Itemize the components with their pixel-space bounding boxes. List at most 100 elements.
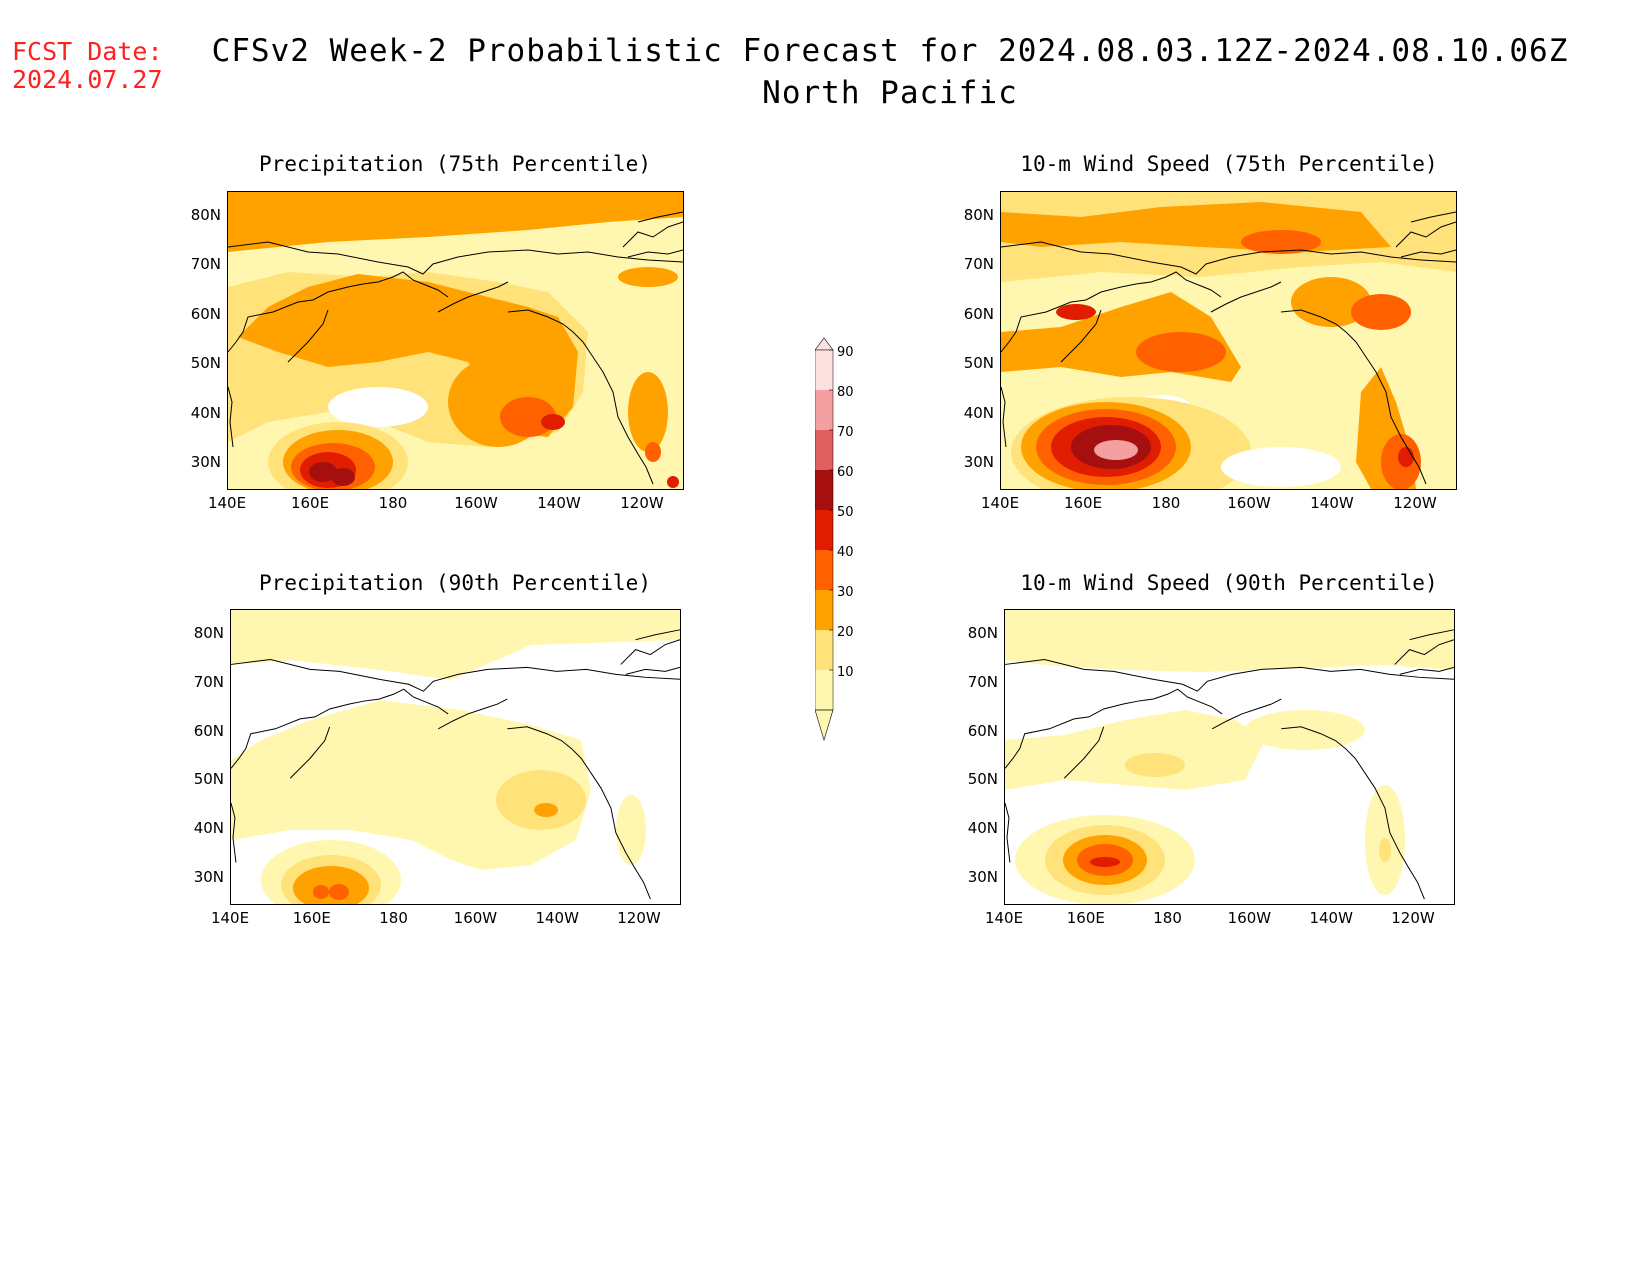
lat-tick-label: 70N — [193, 672, 224, 691]
contour-shape — [1125, 753, 1185, 777]
coastline — [231, 802, 237, 863]
colorbar-label: 20 — [837, 625, 854, 640]
contour-shape — [534, 803, 558, 817]
figure-subtitle: North Pacific — [762, 75, 1018, 111]
lon-tick-label: 120W — [1393, 494, 1437, 512]
contour-shape — [1379, 838, 1391, 862]
coastline — [1210, 281, 1282, 313]
contour-shape — [1221, 447, 1341, 487]
contour-shape — [1398, 447, 1414, 467]
lat-tick-label: 70N — [963, 255, 994, 274]
lat-tick-label: 30N — [193, 868, 224, 886]
coastline — [289, 726, 331, 779]
colorbar-label: 10 — [837, 665, 854, 680]
coastline — [622, 221, 683, 248]
lat-tick-label: 70N — [190, 255, 221, 274]
coastline — [1060, 309, 1102, 363]
figure-title-block: CFSv2 Week-2 Probabilistic Forecast for … — [190, 30, 1590, 114]
colorbar-swatch — [815, 350, 833, 390]
coastline — [1395, 221, 1456, 248]
contour-shape — [1094, 440, 1138, 460]
lat-tick-label: 50N — [190, 354, 221, 373]
lat-tick-label: 60N — [963, 304, 994, 323]
contour-shape — [628, 372, 668, 452]
lon-tick-label: 140E — [984, 909, 1024, 927]
coastline — [1005, 802, 1011, 863]
lat-tick-label: 30N — [967, 868, 998, 886]
lat-tick-label: 40N — [190, 403, 221, 422]
fcst-date-value: 2024.07.27 — [12, 65, 163, 94]
contour-shape — [667, 476, 679, 488]
coastline — [1001, 241, 1456, 275]
coastline — [1281, 726, 1425, 900]
coastline — [228, 386, 234, 448]
lon-tick-label: 160W — [454, 494, 498, 512]
lon-tick-label: 120W — [1391, 909, 1435, 927]
colorbar-swatch — [815, 430, 833, 470]
coastline — [1280, 309, 1427, 485]
coastline — [437, 281, 509, 313]
coastline — [1005, 658, 1454, 692]
contour-shape — [616, 795, 646, 865]
colorbar-cap-bottom — [814, 709, 834, 742]
lon-tick-label: 120W — [617, 909, 661, 927]
coastline — [1001, 386, 1007, 448]
coastline-group — [231, 629, 680, 900]
contour-shape — [1056, 304, 1096, 320]
lat-tick-label: 60N — [190, 304, 221, 323]
contour-shape — [618, 267, 678, 287]
contour-shape — [231, 700, 591, 870]
coastline — [1410, 211, 1456, 223]
map-wind-75 — [1000, 191, 1457, 490]
coastline — [1409, 629, 1454, 641]
coastline — [1399, 666, 1454, 675]
colorbar-outline — [814, 349, 834, 711]
contour-shape — [1245, 710, 1365, 750]
coastline-group — [1001, 211, 1456, 485]
colorbar-swatch — [815, 510, 833, 550]
lon-tick-label: 160W — [1227, 494, 1271, 512]
panel-title-precip-90: Precipitation (90th Percentile) — [259, 571, 651, 595]
contour-shape — [1005, 610, 1454, 672]
contour-shape — [328, 387, 428, 427]
contour-shape — [331, 468, 355, 486]
map-precip-75 — [227, 191, 684, 490]
coastline-group — [228, 211, 683, 485]
colorbar-swatch — [815, 590, 833, 630]
lon-tick-label: 180 — [1153, 909, 1182, 927]
lon-tick-label: 120W — [620, 494, 664, 512]
colorbar-label: 80 — [837, 385, 854, 400]
lat-tick-label: 40N — [967, 819, 998, 838]
coastline — [1400, 249, 1456, 258]
coastline — [1394, 639, 1454, 665]
lon-tick-label: 140E — [207, 494, 247, 512]
forecast-date-block: FCST Date: 2024.07.27 — [12, 38, 163, 94]
coastline — [231, 658, 680, 692]
coastline — [231, 688, 449, 769]
coastline — [1211, 698, 1282, 730]
lat-tick-label: 40N — [193, 819, 224, 838]
colorbar: 90 80 70 60 50 40 30 20 10 — [814, 335, 875, 749]
coastline — [287, 309, 329, 363]
panel-title-wind-75: 10-m Wind Speed (75th Percentile) — [1020, 152, 1438, 176]
lat-tick-label: 40N — [963, 403, 994, 422]
contour-shape — [228, 192, 368, 237]
lon-tick-label: 160E — [290, 494, 330, 512]
lon-tick-label: 160E — [1063, 494, 1103, 512]
colorbar-swatch — [815, 630, 833, 670]
panel-title-precip-75: Precipitation (75th Percentile) — [259, 152, 651, 176]
panel-title-wind-90: 10-m Wind Speed (90th Percentile) — [1020, 571, 1438, 595]
lon-tick-label: 140W — [537, 494, 581, 512]
lat-tick-label: 50N — [193, 770, 224, 789]
colorbar-label: 70 — [837, 425, 854, 440]
lon-tick-label: 180 — [379, 909, 408, 927]
lat-tick-label: 30N — [190, 453, 221, 471]
lat-tick-label: 60N — [967, 721, 998, 740]
contour-shape — [1136, 332, 1226, 372]
contour-shape — [645, 442, 661, 462]
coastline — [437, 698, 508, 730]
lat-tick-label: 50N — [963, 354, 994, 373]
contour-shape — [500, 397, 556, 437]
lon-tick-label: 140E — [980, 494, 1020, 512]
map-precip-90 — [230, 609, 681, 905]
